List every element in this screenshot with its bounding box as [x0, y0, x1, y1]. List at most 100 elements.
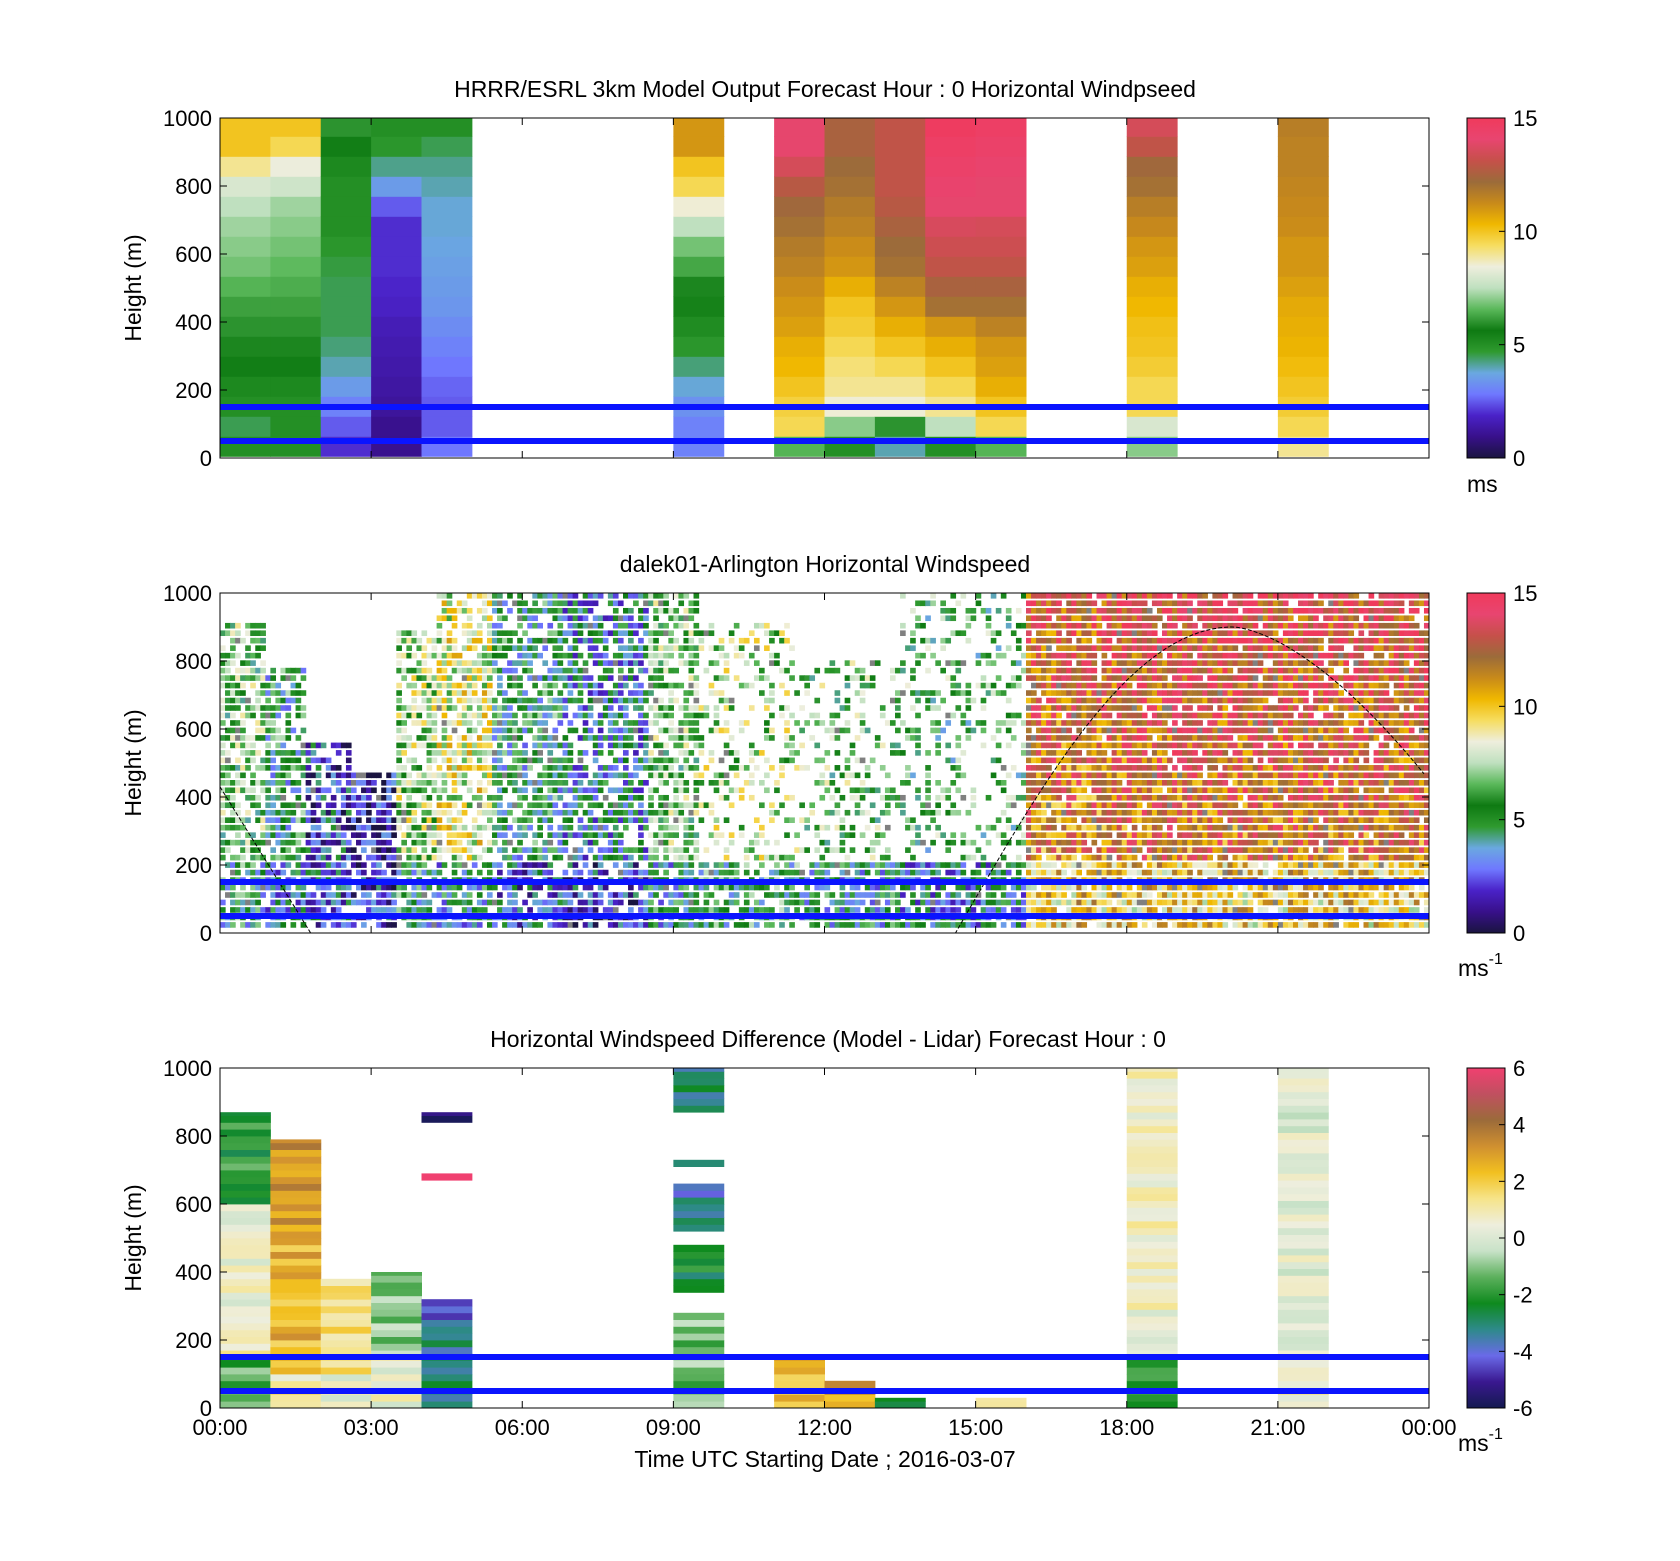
lidar-cell	[507, 869, 513, 876]
lidar-cell	[547, 772, 554, 779]
lidar-cell	[441, 720, 448, 726]
lidar-cell	[733, 757, 740, 764]
lidar-cell	[456, 794, 463, 801]
lidar-cell	[1076, 630, 1083, 637]
lidar-cell	[910, 637, 916, 644]
lidar-cell	[748, 780, 755, 786]
lidar-cell	[764, 705, 770, 711]
lidar-cell	[517, 802, 523, 809]
lidar-cell	[486, 690, 493, 696]
lidar-cell	[764, 907, 770, 913]
lidar-cell	[426, 839, 433, 846]
lidar-cell	[401, 884, 407, 891]
lidar-cell	[1046, 727, 1052, 734]
lidar-cell	[381, 899, 387, 906]
lidar-cell	[980, 907, 987, 913]
lidar-cell	[638, 735, 644, 741]
lidar-cell	[587, 600, 594, 607]
lidar-cell	[990, 690, 997, 696]
lidar-cell	[728, 630, 735, 637]
lidar-cell	[335, 809, 342, 816]
lidar-cell	[607, 907, 614, 913]
lidar-cell	[648, 809, 654, 816]
lidar-cell	[532, 839, 538, 846]
lidar-cell	[1015, 772, 1022, 779]
lidar-cell	[416, 884, 423, 891]
lidar-cell	[310, 899, 317, 906]
lidar-cell	[1076, 735, 1083, 741]
lidar-cell	[713, 832, 720, 838]
lidar-cell	[1066, 750, 1072, 756]
lidar-cell	[708, 660, 715, 666]
lidar-cell	[1081, 794, 1088, 801]
lidar-cell	[225, 697, 231, 704]
lidar-cell	[1076, 607, 1083, 614]
model-cell	[371, 256, 422, 277]
lidar-cell	[955, 660, 962, 666]
lidar-cell	[1086, 652, 1093, 659]
lidar-cell	[340, 787, 347, 794]
lidar-cell	[406, 899, 413, 906]
lidar-cell	[1091, 809, 1098, 816]
lidar-cell	[935, 824, 941, 831]
lidar-cell	[492, 750, 498, 756]
lidar-cell	[1096, 772, 1103, 779]
lidar-cell	[789, 712, 795, 719]
lidar-cell	[542, 817, 549, 824]
lidar-cell	[617, 757, 624, 764]
lidar-cell	[270, 727, 277, 734]
lidar-cell	[401, 742, 407, 749]
lidar-cell	[401, 809, 407, 816]
lidar-cell	[567, 809, 574, 816]
lidar-cell	[869, 660, 876, 666]
lidar-cell	[648, 682, 654, 689]
lidar-cell	[1010, 794, 1017, 801]
lidar-cell	[889, 787, 896, 794]
lidar-cell	[1071, 824, 1077, 831]
lidar-cell	[935, 727, 941, 734]
lidar-cell	[713, 817, 720, 824]
lidar-cell	[547, 705, 554, 711]
lidar-cell	[617, 682, 624, 689]
lidar-cell	[809, 922, 816, 928]
lidar-cell	[617, 847, 624, 853]
lidar-cell	[260, 839, 266, 846]
lidar-cell	[955, 869, 962, 876]
lidar-cell	[648, 652, 654, 659]
lidar-cell	[945, 869, 952, 876]
lidar-cell	[753, 637, 760, 644]
lidar-cell	[920, 600, 926, 607]
lidar-cell	[542, 735, 549, 741]
model-cell	[774, 136, 825, 157]
lidar-cell	[1036, 742, 1042, 749]
lidar-cell	[1096, 690, 1103, 696]
lidar-cell	[532, 593, 538, 599]
lidar-cell	[633, 705, 639, 711]
lidar-cell	[406, 780, 413, 786]
lidar-cell	[350, 824, 357, 831]
lidar-cell	[466, 645, 473, 651]
lidar-cell	[411, 682, 418, 689]
lidar-cell	[975, 847, 982, 853]
lidar-cell	[723, 772, 730, 779]
lidar-cell	[441, 675, 448, 681]
lidar-cell	[220, 907, 226, 913]
lidar-cell	[285, 899, 292, 906]
lidar-cell	[582, 622, 589, 629]
lidar-cell	[849, 772, 856, 779]
lidar-cell	[965, 735, 972, 741]
lidar-cell	[1061, 690, 1067, 696]
lidar-cell	[930, 727, 936, 734]
lidar-cell	[638, 922, 644, 928]
lidar-cell	[527, 622, 533, 629]
model-cell	[421, 216, 473, 237]
lidar-cell	[779, 922, 785, 928]
lidar-cell	[607, 802, 614, 809]
lidar-cell	[1026, 720, 1032, 726]
lidar-cell	[512, 802, 518, 809]
lidar-cell	[396, 682, 402, 689]
lidar-cell	[230, 787, 236, 794]
lidar-cell	[361, 862, 367, 868]
lidar-cell	[381, 802, 387, 809]
